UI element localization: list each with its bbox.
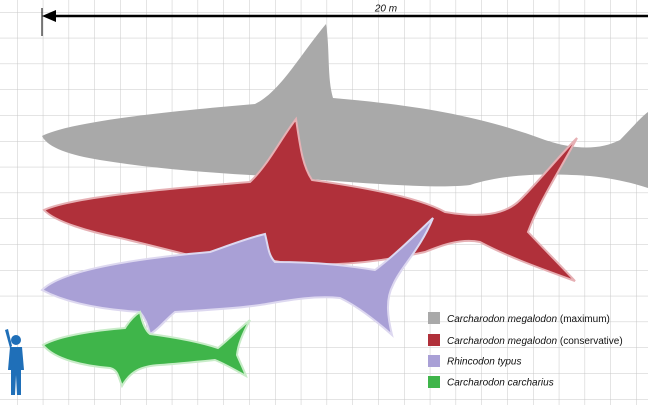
human-figure (5, 329, 24, 395)
scale-bar: 20 m (41, 4, 648, 36)
legend-species: Carcharodon megalodon (447, 314, 558, 325)
legend-qualifier: (maximum) (560, 314, 610, 325)
megalodon-maximum-silhouette (42, 24, 648, 188)
legend-swatch (428, 376, 440, 388)
scale-label: 20 m (374, 4, 397, 15)
legend-swatch (428, 334, 440, 346)
whale-shark-silhouette (40, 217, 434, 338)
great-white-silhouette (41, 310, 251, 389)
legend-entry: Carcharodon megalodon (conservative) (447, 336, 623, 347)
legend-swatch (428, 312, 440, 324)
legend-swatch (428, 355, 440, 367)
legend-species: Rhincodon typus (447, 357, 522, 368)
legend: Carcharodon megalodon (maximum) Carcharo… (428, 312, 623, 389)
legend-species: Carcharodon megalodon (447, 336, 558, 347)
legend-qualifier: (conservative) (560, 336, 623, 347)
legend-entry: Carcharodon megalodon (maximum) (447, 314, 610, 325)
legend-species: Carcharodon carcharius (447, 378, 554, 389)
